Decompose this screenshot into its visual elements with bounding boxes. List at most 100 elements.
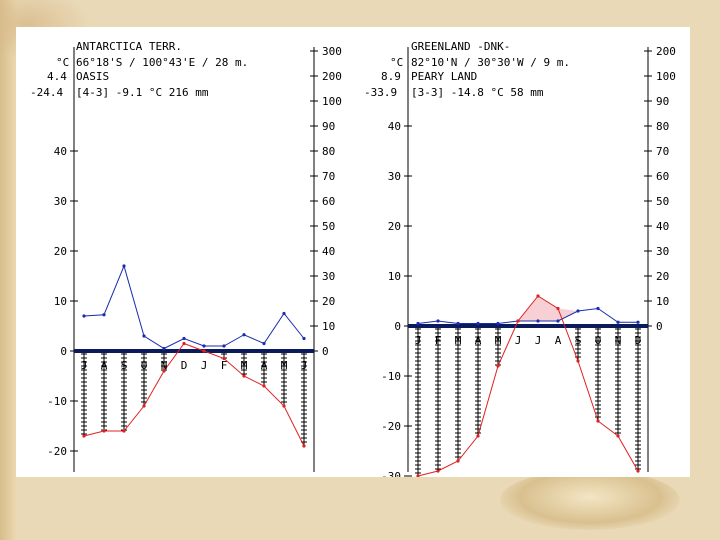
left-tick-label: 10 [388, 270, 401, 283]
left-tick-label: 20 [54, 245, 67, 258]
right-tick-label: 10 [322, 320, 335, 333]
month-label: D [181, 359, 188, 372]
temperature-line [83, 342, 305, 447]
month-label: N [161, 359, 168, 372]
month-label: J [515, 334, 522, 347]
station-name: PEARY LAND [411, 70, 477, 83]
month-label: M [455, 334, 462, 347]
background-strip [0, 0, 16, 540]
month-label: S [575, 334, 582, 347]
month-label: J [415, 334, 422, 347]
right-tick-label: 30 [322, 270, 335, 283]
temp-max-label: 4.4 [47, 70, 67, 83]
month-label: A [475, 334, 482, 347]
temperature-point [536, 294, 540, 298]
left-tick-label: 0 [394, 320, 401, 333]
right-tick-label: 60 [656, 170, 669, 183]
temperature-point [476, 434, 480, 438]
precipitation-line [417, 307, 638, 324]
precipitation-line [83, 264, 305, 350]
month-label: F [435, 334, 442, 347]
right-tick-label: 80 [322, 145, 335, 158]
right-tick-label: 20 [656, 270, 669, 283]
right-tick-label: 0 [322, 345, 329, 358]
precipitation-point [302, 336, 306, 341]
station-coords: 82°10'N / 30°30'W / 9 m. [411, 56, 570, 69]
right-tick-label: 100 [656, 70, 676, 83]
right-tick-label: 40 [322, 245, 335, 258]
month-label: J [535, 334, 542, 347]
temperature-point [102, 429, 106, 433]
right-tick-label: 90 [656, 95, 669, 108]
right-tick-label: 200 [322, 70, 342, 83]
right-tick-label: 90 [322, 120, 335, 133]
month-label: A [555, 334, 562, 347]
temperature-point [182, 341, 186, 346]
month-label: M [241, 359, 248, 372]
left-tick-label: -10 [381, 370, 401, 383]
background-bowl-image [500, 470, 680, 530]
temperature-point [576, 359, 580, 363]
month-label: J [81, 359, 88, 372]
temperature-point [82, 434, 86, 438]
precipitation-point [596, 306, 600, 311]
arid-period-fill [538, 296, 558, 321]
temperature-line [417, 295, 639, 477]
temp-min-label: -33.9 [364, 86, 397, 99]
temperature-point [596, 419, 600, 423]
right-tick-label: 60 [322, 195, 335, 208]
precipitation-point [636, 320, 640, 324]
right-tick-label: 50 [322, 220, 335, 233]
temperature-point [162, 369, 166, 373]
right-tick-label: 80 [656, 120, 669, 133]
right-tick-label: 10 [656, 295, 669, 308]
precipitation-point [416, 321, 420, 326]
precipitation-point [282, 311, 286, 316]
right-tick-label: 100 [322, 95, 342, 108]
precipitation-point [202, 344, 206, 348]
temperature-point [556, 306, 560, 311]
climate-diagrams-panel: ANTARCTICA TERR. °C 66°18'S / 100°43'E /… [16, 27, 690, 533]
left-tick-label: 20 [388, 220, 401, 233]
precipitation-point [102, 313, 106, 317]
precipitation-point [556, 319, 560, 323]
left-tick-label: -20 [47, 445, 67, 458]
temp-max-label: 8.9 [381, 70, 401, 83]
month-label: A [261, 359, 268, 372]
left-tick-label: -30 [381, 470, 401, 477]
chart-title: GREENLAND -DNK- [411, 40, 510, 53]
month-label: M [281, 359, 288, 372]
right-tick-label: 50 [656, 195, 669, 208]
precipitation-point [182, 336, 186, 341]
station-summary: [3-3] -14.8 °C 58 mm [411, 86, 544, 99]
chart-greenland: GREENLAND -DNK- °C 82°10'N / 30°30'W / 9… [364, 40, 676, 533]
temp-unit-label: °C [390, 56, 403, 69]
temperature-point [202, 349, 206, 353]
station-coords: 66°18'S / 100°43'E / 28 m. [76, 56, 248, 69]
left-tick-label: -20 [381, 420, 401, 433]
precipitation-point [162, 346, 166, 351]
temperature-point [496, 364, 500, 368]
left-tick-label: 0 [60, 345, 67, 358]
precipitation-point [82, 314, 86, 318]
month-label: J [201, 359, 208, 372]
right-tick-label: 300 [322, 45, 342, 58]
temperature-point [416, 474, 420, 478]
month-label: A [101, 359, 108, 372]
left-tick-label: 10 [54, 295, 67, 308]
chart-antarctica: ANTARCTICA TERR. °C 66°18'S / 100°43'E /… [30, 40, 342, 508]
left-tick-label: 40 [54, 145, 67, 158]
left-tick-label: 30 [388, 170, 401, 183]
station-summary: [4-3] -9.1 °C 216 mm [76, 86, 209, 99]
left-tick-label: -10 [47, 395, 67, 408]
right-tick-label: 0 [656, 320, 663, 333]
right-tick-label: 40 [656, 220, 669, 233]
month-label: F [221, 359, 228, 372]
station-name: OASIS [76, 70, 109, 83]
precipitation-point [262, 341, 266, 346]
right-tick-label: 70 [322, 170, 335, 183]
temp-unit-label: °C [56, 56, 69, 69]
temperature-point [456, 459, 460, 463]
precipitation-point [122, 264, 126, 268]
right-tick-label: 30 [656, 245, 669, 258]
